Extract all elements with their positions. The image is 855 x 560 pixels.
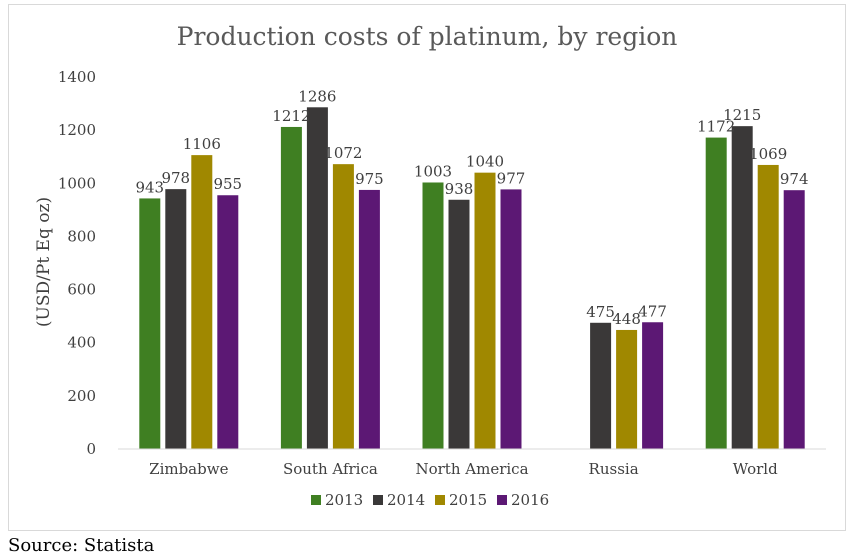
value-label: 1040 [466,153,504,171]
value-label: 1215 [723,106,761,124]
y-tick-label: 1000 [58,174,96,192]
value-label: 1072 [324,144,362,162]
y-axis-label: (USD/Pt Eq oz) [34,197,54,327]
y-tick-label: 600 [67,281,96,299]
x-axis-ticks: Zimbabwe South Africa North America Russia W… [149,460,778,478]
legend-label-2016: 2016 [511,491,549,509]
value-label: 1003 [414,162,452,180]
bar-2016-north-america [500,189,522,449]
source-caption: Source: Statista [8,535,155,556]
value-label: 477 [638,302,667,320]
bar-2016-south-africa [358,189,380,449]
bar-2013-south-africa [280,126,302,449]
y-tick-label: 400 [67,334,96,352]
legend-swatch-2015 [435,495,445,505]
value-label: 975 [355,170,384,188]
legend-label-2014: 2014 [387,491,425,509]
x-tick-label: World [733,460,778,478]
bar-2015-world [757,164,779,450]
value-label: 1069 [749,145,787,163]
x-tick-label: Zimbabwe [149,460,228,478]
legend-swatch-2016 [497,495,507,505]
bar-2016-world [783,190,805,450]
bar-2014-south-africa [306,107,328,449]
bars-group [139,107,805,450]
y-tick-label: 1200 [58,121,96,139]
y-tick-label: 1400 [58,68,96,86]
y-tick-label: 200 [67,387,96,405]
value-label: 974 [780,170,809,188]
bar-2015-russia [616,329,638,449]
bar-2013-north-america [422,182,444,449]
bar-2014-russia [590,322,612,449]
value-label: 1212 [272,107,310,125]
legend-swatch-2013 [311,495,321,505]
y-axis-ticks: 0 200 400 600 800 1000 1200 1400 [58,68,96,458]
value-label: 938 [445,180,474,198]
bar-2014-north-america [448,199,470,449]
value-label: 955 [213,175,242,193]
x-tick-label: South Africa [283,460,378,478]
legend-label-2015: 2015 [449,491,487,509]
value-label: 977 [497,169,526,187]
chart-title: Production costs of platinum, by region [177,22,678,51]
bar-2016-russia [642,322,664,449]
value-label: 448 [612,310,641,328]
x-tick-label: North America [415,460,528,478]
value-label: 1106 [183,135,221,153]
bar-2015-north-america [474,172,496,449]
legend-label-2013: 2013 [325,491,363,509]
bar-2014-zimbabwe [165,189,187,450]
value-label: 1286 [298,87,336,105]
bar-2016-zimbabwe [217,195,239,449]
value-label: 1172 [697,118,735,136]
value-label: 475 [586,303,615,321]
bar-2015-south-africa [332,164,354,449]
value-label: 978 [161,169,190,187]
y-tick-label: 800 [67,227,96,245]
bar-2015-zimbabwe [191,155,213,449]
legend-swatch-2014 [373,495,383,505]
x-tick-label: Russia [589,460,639,478]
y-tick-label: 0 [86,440,96,458]
value-label: 943 [135,178,164,196]
bar-2014-world [731,126,753,450]
bar-2013-world [705,137,727,449]
legend: 2013 2014 2015 2016 [311,491,549,509]
bar-2013-zimbabwe [139,198,161,449]
